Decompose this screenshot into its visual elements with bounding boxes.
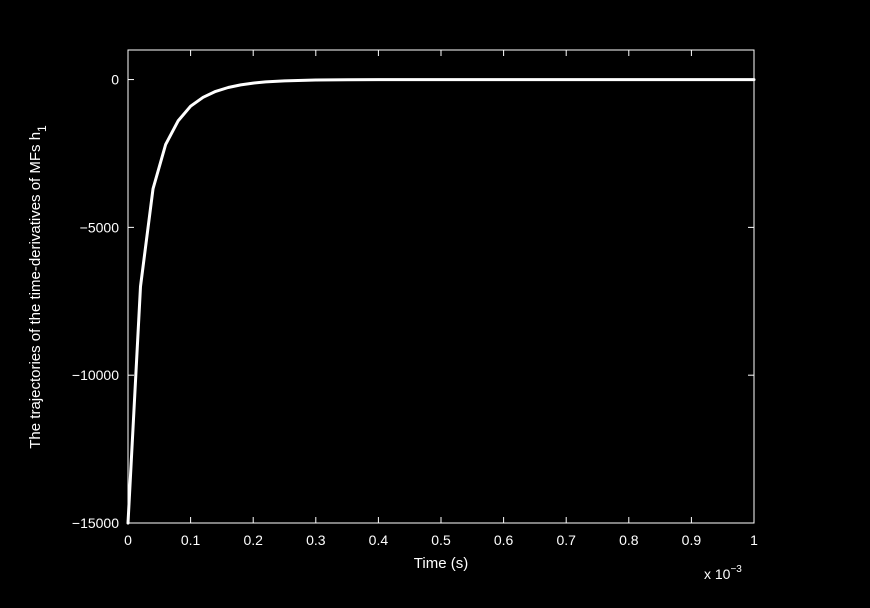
y-axis-label: The trajectories of the time-derivatives…: [27, 125, 49, 449]
x-tick-label: 0.6: [494, 532, 514, 548]
x-axis-label: Time (s): [414, 555, 468, 572]
y-tick-label: −15000: [72, 515, 119, 531]
svg-text:The trajectories of the time-d: The trajectories of the time-derivatives…: [27, 125, 49, 449]
y-axis-label-text: The trajectories of the time-derivatives…: [27, 132, 44, 449]
x-tick-label: 0.3: [306, 532, 326, 548]
x-tick-label: 0.4: [369, 532, 389, 548]
x-tick-label: 0.7: [556, 532, 576, 548]
y-tick-label: −10000: [72, 367, 119, 383]
y-axis-ticks: −15000 −10000 −5000 0: [72, 72, 754, 531]
y-tick-label: 0: [111, 72, 119, 88]
x-tick-label: 0.8: [619, 532, 639, 548]
y-tick-label: −5000: [80, 219, 120, 235]
x-exponent-value: −3: [730, 564, 742, 575]
series-line: [126, 78, 756, 525]
x-tick-label: 0.1: [181, 532, 201, 548]
x-tick-label: 0: [124, 532, 132, 548]
series-layer: [126, 78, 756, 525]
x-tick-label: 0.9: [682, 532, 702, 548]
x-axis-ticks: 0 0.1 0.2 0.3 0.4 0.5 0.6 0.7 0.8 0.9 1: [124, 50, 758, 548]
svg-text:x 10−3: x 10−3: [704, 564, 742, 582]
x-tick-label: 0.2: [243, 532, 263, 548]
y-axis-label-subscript: 1: [35, 125, 49, 132]
x-exponent-label: x 10−3: [704, 564, 742, 582]
x-exponent-base: x 10: [704, 566, 731, 582]
x-tick-label: 1: [750, 532, 758, 548]
x-tick-label: 0.5: [431, 532, 451, 548]
